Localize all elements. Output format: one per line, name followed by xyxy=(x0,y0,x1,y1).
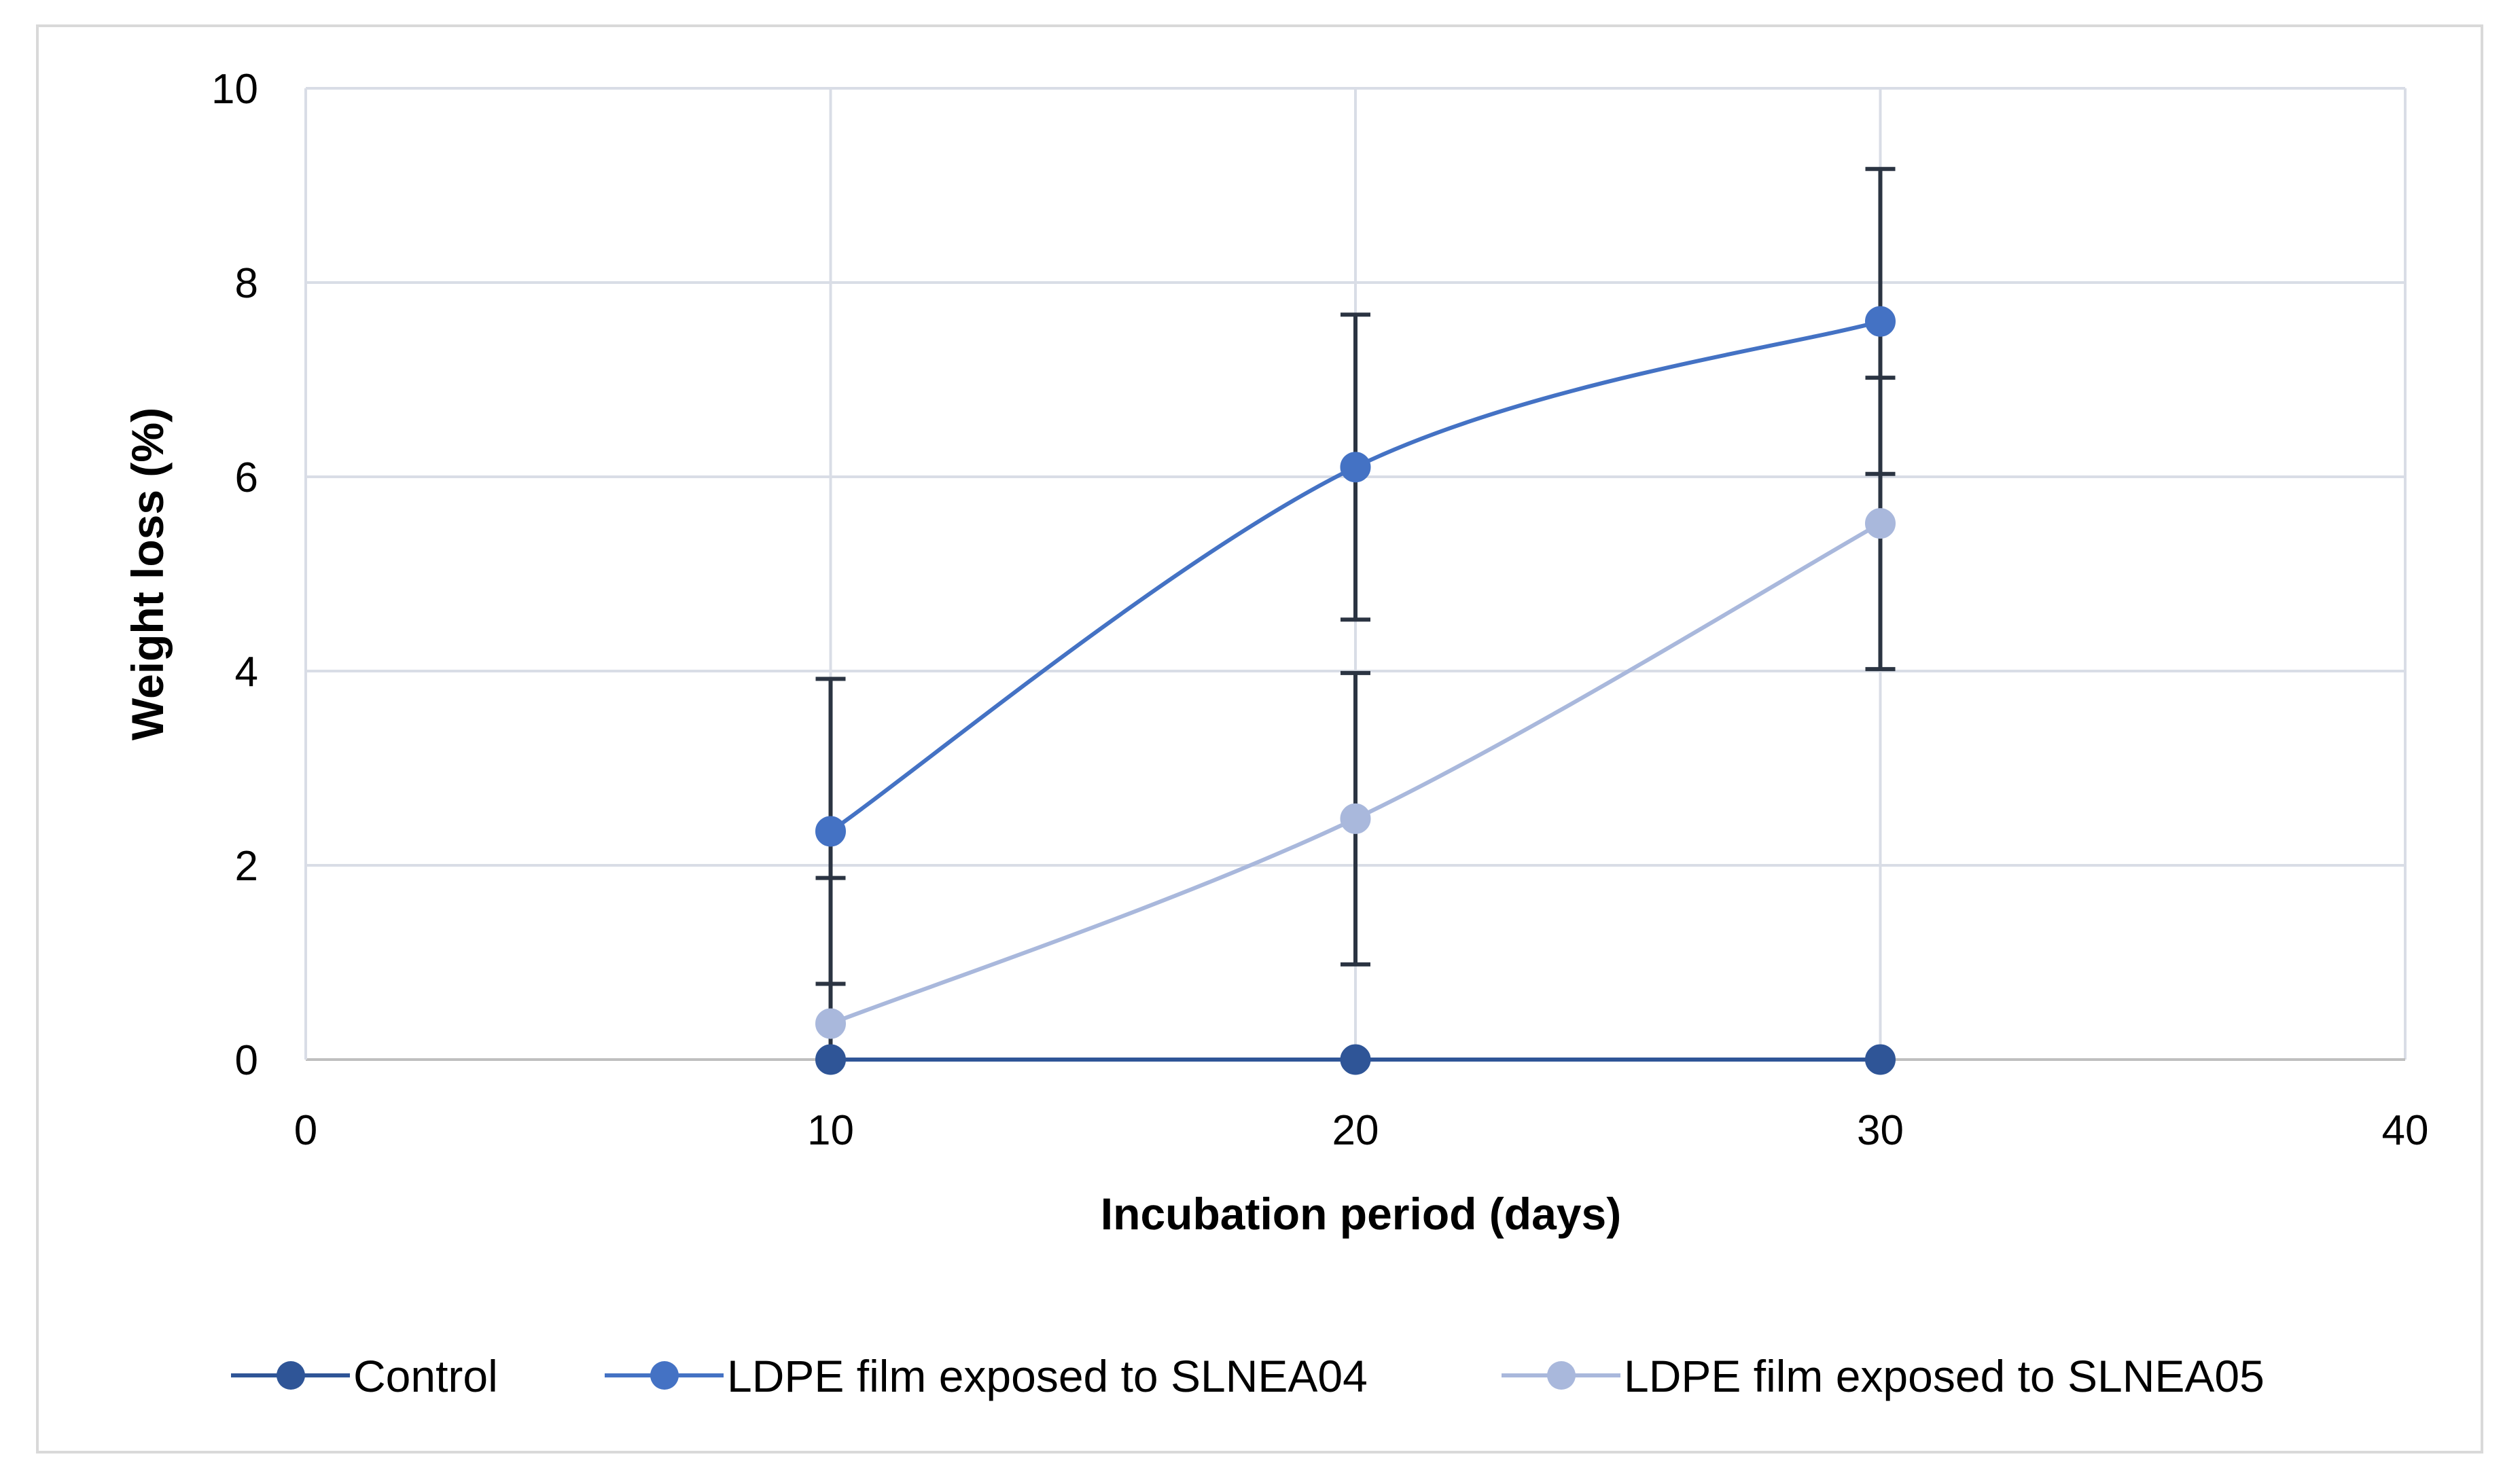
x-tick-label: 30 xyxy=(1857,1107,1904,1154)
data-point xyxy=(1340,1044,1371,1075)
x-tick-label: 40 xyxy=(2382,1107,2429,1154)
data-point xyxy=(1865,306,1896,337)
legend-label: LDPE film exposed to SLNEA05 xyxy=(1624,1351,2265,1401)
chart-frame xyxy=(36,24,2483,1454)
legend: Control LDPE film exposed to SLNEA04 LDPE … xyxy=(231,1351,2265,1401)
y-tick-label: 6 xyxy=(235,454,258,501)
error-bars xyxy=(815,166,1896,1062)
y-tick-label: 4 xyxy=(235,649,258,696)
y-tick-label: 2 xyxy=(235,843,258,890)
legend-label: LDPE film exposed to SLNEA04 xyxy=(727,1351,1368,1401)
series-markers xyxy=(815,306,1896,1075)
data-point xyxy=(1340,803,1371,834)
legend-swatch-marker xyxy=(1547,1361,1576,1390)
y-axis-title: Weight loss (%) xyxy=(122,408,173,740)
legend-swatch-marker xyxy=(277,1361,305,1390)
tick-labels: 0 2 4 6 8 10 0 10 20 30 40 xyxy=(211,66,2428,1154)
data-point xyxy=(815,1044,846,1075)
x-tick-label: 10 xyxy=(807,1107,854,1154)
y-tick-label: 8 xyxy=(235,260,258,307)
data-point xyxy=(1865,508,1896,539)
y-tick-label: 0 xyxy=(235,1037,258,1084)
data-point xyxy=(815,816,846,847)
x-tick-label: 20 xyxy=(1332,1107,1379,1154)
x-axis-title: Incubation period (days) xyxy=(1101,1189,1621,1239)
legend-swatch-marker xyxy=(650,1361,679,1390)
legend-label: Control xyxy=(353,1351,498,1401)
data-point xyxy=(815,1008,846,1039)
y-tick-label: 10 xyxy=(211,66,258,113)
data-point xyxy=(1865,1044,1896,1075)
data-point xyxy=(1340,452,1371,483)
x-tick-label: 0 xyxy=(294,1107,317,1154)
